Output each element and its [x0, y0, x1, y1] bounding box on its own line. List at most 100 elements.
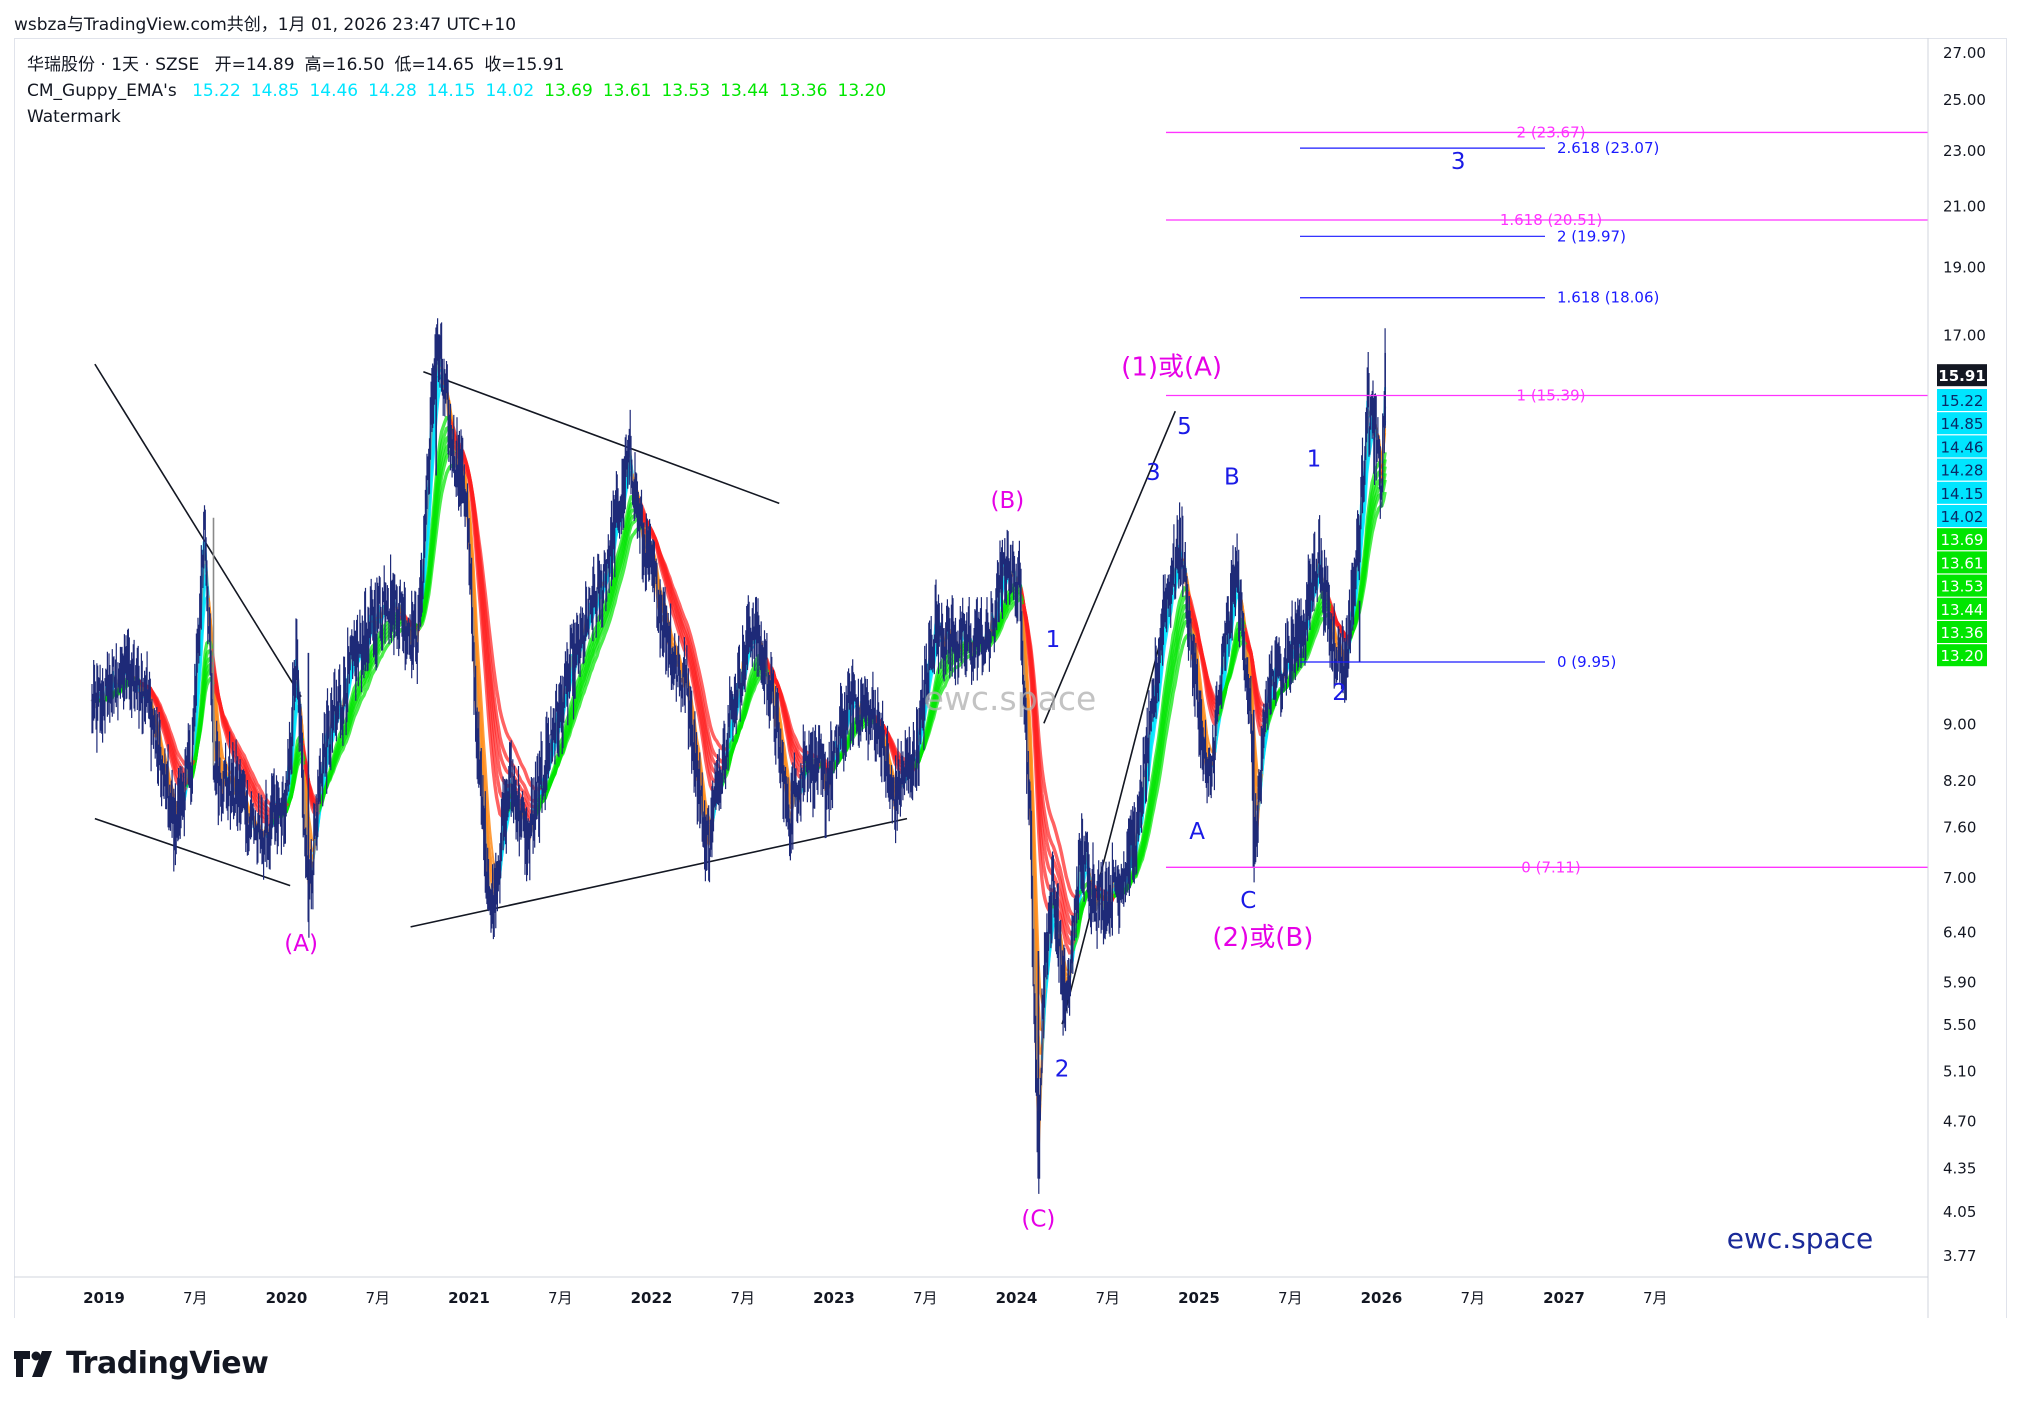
- y-tick-14: 4.70: [1943, 1112, 1976, 1130]
- trendline-0[interactable]: [94, 363, 302, 698]
- indicator-value-1: 14.85: [250, 81, 300, 101]
- indicator-value-9: 13.44: [720, 81, 769, 101]
- watermark-indicator-name[interactable]: Watermark: [27, 107, 121, 127]
- y-tick-13: 5.10: [1943, 1062, 1976, 1080]
- wave-label-blue-8[interactable]: 2: [1332, 680, 1347, 706]
- x-tick-4: 2021: [448, 1289, 490, 1307]
- y-tick-1: 25.00: [1943, 91, 1986, 109]
- indicator-value-5: 14.02: [485, 81, 535, 101]
- ema-60-seg-14: [319, 626, 408, 800]
- watermarks: ewc.space ewc.space: [924, 679, 1874, 1255]
- chart-legend[interactable]: 华瑞股份 · 1天 · SZSE 开=14.89 高=16.50 低=14.65 收=…: [27, 52, 886, 130]
- x-tick-9: 7月: [913, 1289, 938, 1307]
- ema-badge-text-3: 14.28: [1941, 462, 1984, 480]
- chart-title: wsbza与TradingView.com共创，1月 01, 2026 23:4…: [14, 15, 517, 35]
- ema-badge-text-9: 13.44: [1941, 601, 1984, 619]
- wave-label-blue-3[interactable]: 5: [1177, 414, 1192, 440]
- y-tick-7: 8.20: [1943, 772, 1976, 790]
- wave-label-magenta-1[interactable]: (B): [991, 488, 1025, 514]
- watermark-corner: ewc.space: [1727, 1222, 1874, 1255]
- symbol-label[interactable]: 华瑞股份 · 1天 · SZSE: [27, 55, 200, 75]
- y-tick-4: 19.00: [1943, 259, 1986, 277]
- ema-badge-1: 14.85: [1937, 412, 1987, 435]
- ema-60-seg-22: [539, 526, 645, 790]
- time-axis[interactable]: 2019 7月 2020 7月 2021 7月 2022 7月 2023 7月 2024 7月 2025…: [83, 1289, 1667, 1307]
- indicator-row[interactable]: CM_Guppy_EMA's 15.22 14.85 14.46 14.28 14.15…: [27, 78, 886, 104]
- x-tick-5: 7月: [548, 1289, 573, 1307]
- ohlc-0: 开=14.89: [214, 55, 295, 75]
- tradingview-logo-icon: [14, 1350, 52, 1377]
- fib-blue-label-3: 0 (9.95): [1557, 653, 1616, 671]
- x-tick-15: 7月: [1460, 1289, 1485, 1307]
- ema-badge-11: 13.20: [1937, 644, 1987, 667]
- ema-30-seg-53: [1055, 907, 1075, 955]
- x-tick-16: 2027: [1543, 1289, 1585, 1307]
- wave-label-blue-6[interactable]: C: [1240, 888, 1256, 914]
- wave-label-blue-1[interactable]: 2: [1055, 1056, 1070, 1082]
- trendline-1[interactable]: [94, 817, 291, 887]
- guppy-ema-ribbon: [90, 349, 1387, 1150]
- indicator-value-10: 13.36: [778, 81, 828, 101]
- fib-blue-label-0: 2.618 (23.07): [1557, 139, 1659, 157]
- x-tick-2: 2020: [266, 1289, 308, 1307]
- x-tick-0: 2019: [83, 1289, 125, 1307]
- ema-60-seg-30: [913, 596, 1025, 764]
- ohlc-1: 高=16.50: [304, 55, 385, 75]
- wave-label-magenta-3[interactable]: (1)或(A): [1121, 353, 1222, 383]
- ema-60-seg-21: [455, 463, 542, 792]
- ema-60-seg-31: [1020, 603, 1081, 900]
- ema-badge-text-11: 13.20: [1941, 647, 1984, 665]
- wave-label-blue-5[interactable]: B: [1224, 465, 1240, 491]
- candles: [91, 318, 1386, 1194]
- ema-60-seg-23: [642, 528, 730, 752]
- y-tick-10: 6.40: [1943, 924, 1976, 942]
- y-tick-0: 27.00: [1943, 44, 1986, 62]
- indicator-value-3: 14.28: [368, 81, 417, 101]
- y-tick-8: 7.60: [1943, 819, 1976, 837]
- wave-label-blue-9[interactable]: 3: [1451, 149, 1466, 175]
- wave-label-blue-2[interactable]: 3: [1146, 460, 1161, 486]
- indicator-name[interactable]: CM_Guppy_EMA's: [27, 81, 177, 101]
- fib-magenta-label-1: 1.618 (20.51): [1500, 211, 1602, 229]
- tradingview-wordmark: TradingView: [66, 1346, 269, 1381]
- x-tick-13: 7月: [1278, 1289, 1303, 1307]
- wave-label-blue-7[interactable]: 1: [1307, 447, 1322, 473]
- y-tick-15: 4.35: [1943, 1160, 1976, 1178]
- ema-badge-2: 14.46: [1937, 435, 1987, 458]
- ema-badge-text-6: 13.69: [1941, 531, 1984, 549]
- ema-badge-text-7: 13.61: [1941, 554, 1984, 572]
- y-tick-3: 21.00: [1943, 198, 1986, 216]
- trendline-2[interactable]: [423, 370, 780, 505]
- ema-badge-text-10: 13.36: [1941, 624, 1984, 642]
- tradingview-logo[interactable]: TradingView: [14, 1346, 269, 1381]
- wave-label-blue-0[interactable]: 1: [1046, 627, 1061, 653]
- ema-badge-9: 13.44: [1937, 597, 1987, 620]
- symbol-row[interactable]: 华瑞股份 · 1天 · SZSE 开=14.89 高=16.50 低=14.65 收=…: [27, 52, 886, 78]
- wave-label-magenta-0[interactable]: (A): [284, 931, 318, 957]
- ema-badge-10: 13.36: [1937, 621, 1987, 643]
- trendline-5[interactable]: [1043, 410, 1177, 724]
- fib-magenta-label-0: 2 (23.67): [1517, 123, 1586, 141]
- fibonacci-levels[interactable]: 2 (23.67) 1.618 (20.51) 1 (15.39) 0 (7.11) 2…: [1166, 123, 1928, 876]
- wave-label-magenta-4[interactable]: (2)或(B): [1212, 923, 1313, 953]
- ema-badge-text-1: 14.85: [1941, 415, 1984, 433]
- y-tick-12: 5.50: [1943, 1016, 1976, 1034]
- indicator-value-8: 13.53: [661, 81, 711, 101]
- trendline-4[interactable]: [1061, 646, 1160, 1025]
- wave-label-blue-4[interactable]: A: [1189, 819, 1205, 845]
- chart-frame[interactable]: [14, 38, 2007, 1318]
- indicator-value-7: 13.61: [602, 81, 652, 101]
- watermark-row[interactable]: Watermark: [27, 104, 886, 130]
- x-tick-14: 2026: [1361, 1289, 1403, 1307]
- wave-label-magenta-2[interactable]: (C): [1021, 1207, 1055, 1233]
- fib-blue-label-2: 1.618 (18.06): [1557, 289, 1659, 307]
- x-tick-12: 2025: [1178, 1289, 1220, 1307]
- ema-badge-3: 14.28: [1937, 458, 1987, 481]
- price-badges: 15.91 15.22 14.85 14.46 14.28 14.15 14.02 13.69…: [1937, 364, 1987, 667]
- x-tick-17: 7月: [1643, 1289, 1668, 1307]
- price-axis[interactable]: 27.0025.0023.0021.0019.0017.009.008.207.…: [14, 38, 1986, 1318]
- ema-badge-text-4: 14.15: [1941, 485, 1984, 503]
- y-tick-5: 17.00: [1943, 327, 1986, 345]
